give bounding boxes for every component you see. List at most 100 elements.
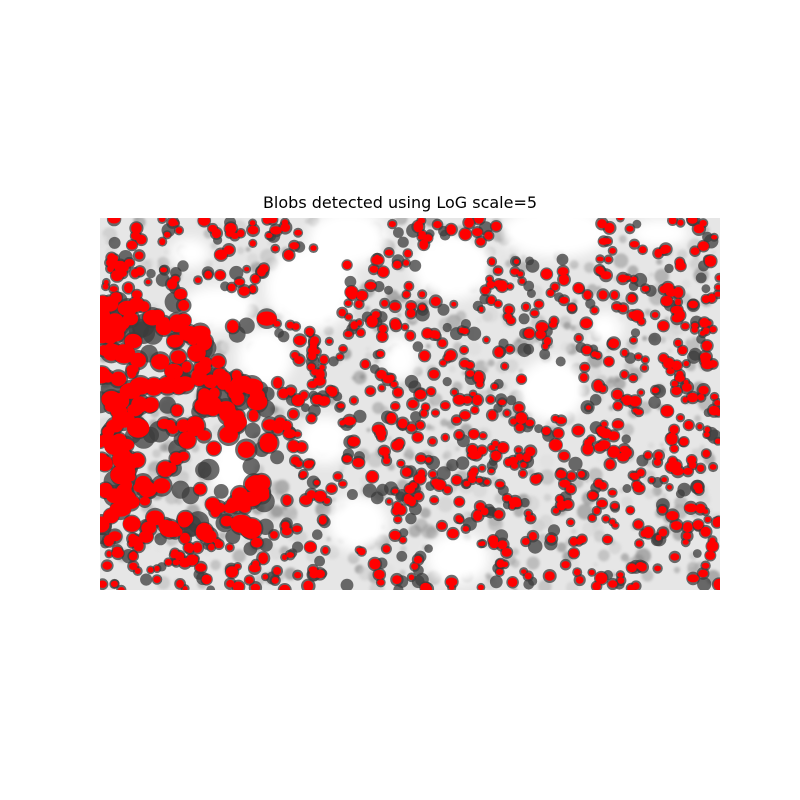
blob-marker [339, 420, 346, 426]
texture-spot [539, 469, 555, 485]
blob-marker [601, 421, 608, 427]
blob-marker [171, 404, 183, 417]
blob-marker [641, 285, 650, 292]
blob-marker [287, 440, 300, 452]
blob-marker [350, 397, 357, 404]
blob-marker [270, 531, 278, 539]
blob-marker [677, 415, 684, 421]
blob-marker [479, 306, 484, 313]
blob-marker [283, 250, 294, 260]
blob-marker [698, 569, 708, 578]
blob-marker [414, 473, 426, 484]
blob-marker [167, 526, 183, 537]
blob-marker [377, 433, 386, 441]
blob-marker [609, 247, 616, 254]
blob-marker [343, 416, 356, 426]
blob-marker [547, 289, 555, 297]
blob-marker [247, 225, 259, 235]
blob-marker [397, 418, 408, 429]
blob-marker [508, 456, 519, 465]
blob-marker [382, 545, 391, 553]
blob-marker [124, 282, 133, 294]
blob-marker [618, 274, 628, 283]
blob-marker [176, 579, 184, 588]
texture-spot [627, 265, 639, 277]
nucleus-ring [479, 293, 491, 305]
nucleus-ring [384, 285, 393, 295]
blob-marker [681, 323, 689, 330]
blob-marker [286, 552, 295, 558]
texture-spot [642, 335, 648, 341]
blob-marker [178, 431, 196, 449]
blob-marker [165, 462, 177, 474]
blob-marker [467, 475, 477, 484]
blob-marker [700, 352, 712, 362]
blob-marker [292, 525, 302, 533]
blob-marker [178, 300, 190, 311]
blob-marker [441, 402, 450, 410]
blob-marker [376, 350, 385, 358]
blob-marker [392, 575, 402, 584]
nucleus-ring [664, 263, 674, 274]
blob-marker [633, 520, 644, 529]
blob-marker [683, 360, 690, 367]
blob-marker [627, 584, 636, 590]
blob-marker [198, 218, 211, 226]
blob-marker [443, 486, 452, 494]
blob-marker [207, 543, 215, 551]
blob-marker [525, 515, 536, 522]
blob-marker [181, 361, 192, 373]
blob-marker [653, 459, 662, 466]
texture-spot [367, 452, 384, 468]
blob-marker [677, 219, 684, 226]
blob-marker [278, 388, 289, 399]
blob-marker [638, 246, 647, 254]
nucleus-ring [340, 578, 354, 590]
nucleus-ring [701, 284, 711, 294]
lumen-hole [630, 218, 690, 248]
blob-marker [663, 357, 675, 369]
blob-marker [303, 460, 314, 469]
texture-spot [358, 567, 372, 581]
blob-marker [208, 387, 220, 399]
blob-marker [635, 354, 642, 360]
nucleus-ring [140, 573, 153, 586]
blob-marker [339, 346, 347, 352]
blob-marker [709, 537, 716, 544]
blob-marker [588, 569, 595, 576]
texture-spot [596, 453, 606, 464]
lumen-hole [308, 218, 388, 266]
blob-marker [292, 323, 300, 330]
blob-marker [419, 291, 426, 298]
blob-marker [522, 452, 531, 462]
blob-marker [176, 313, 192, 328]
blob-image [100, 218, 720, 590]
blob-marker [294, 229, 302, 236]
blob-marker [129, 406, 142, 417]
blob-marker [574, 538, 583, 545]
blob-marker [658, 506, 667, 514]
texture-spot [163, 248, 171, 256]
blob-marker [383, 457, 391, 464]
blob-marker [356, 290, 368, 301]
blob-marker [573, 283, 584, 294]
blob-marker [460, 346, 468, 354]
nucleus-ring [489, 575, 503, 589]
lumen-hole [265, 246, 355, 330]
blob-marker [536, 322, 548, 332]
blob-marker [117, 587, 125, 590]
blob-marker [326, 484, 337, 493]
nucleus-ring [206, 585, 216, 590]
blob-marker [208, 224, 218, 233]
blob-marker [476, 237, 486, 246]
blob-marker [706, 540, 719, 552]
blob-marker [530, 310, 539, 316]
blob-marker [479, 466, 485, 471]
blob-marker [174, 551, 185, 561]
blob-marker [478, 541, 484, 546]
blob-marker [289, 242, 299, 250]
blob-marker [556, 495, 564, 503]
blob-marker [709, 464, 717, 470]
blob-marker [164, 558, 172, 566]
blob-marker [515, 447, 522, 453]
